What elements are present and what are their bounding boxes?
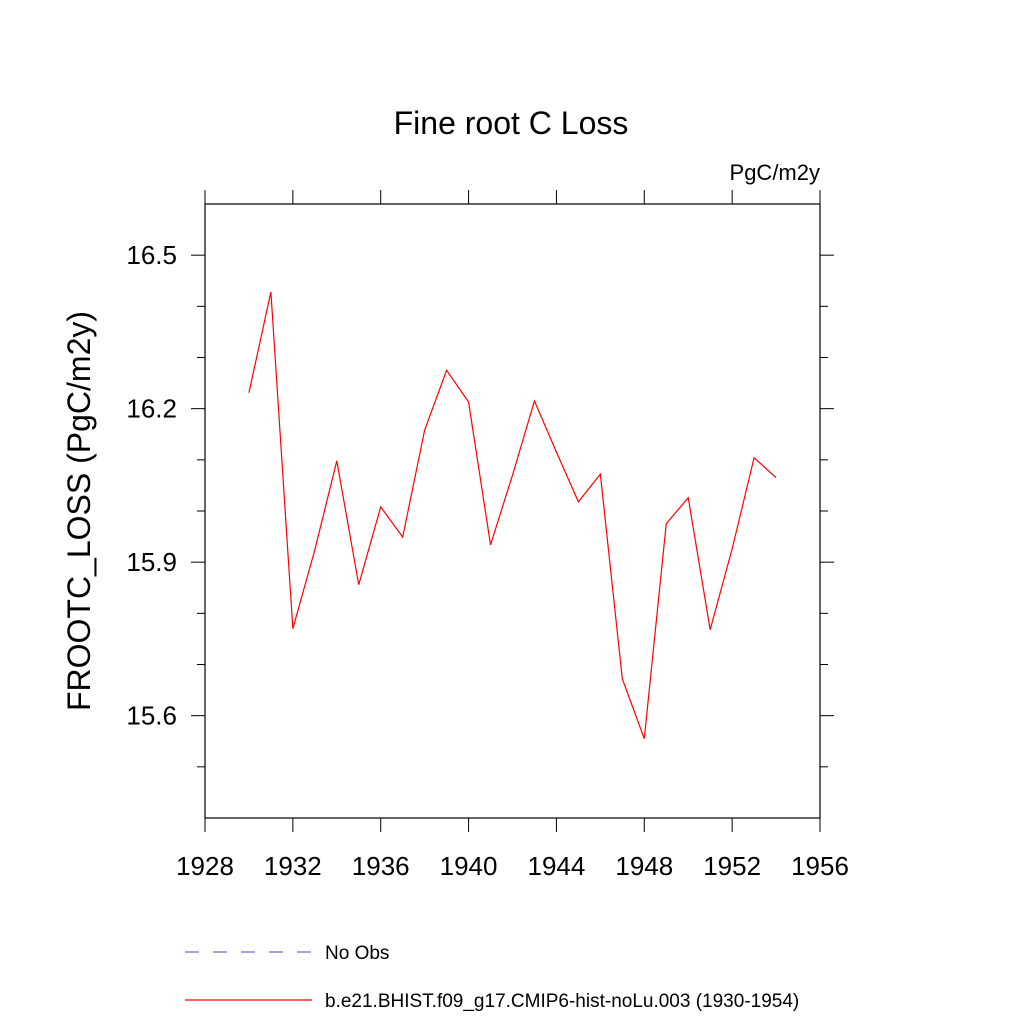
- plot-frame: [204, 203, 821, 819]
- series-line: [248, 291, 777, 739]
- x-tick-label: 1940: [440, 851, 498, 881]
- x-tick-label: 1956: [791, 851, 849, 881]
- x-tick-label: 1952: [703, 851, 761, 881]
- units-label: PgC/m2y: [730, 160, 820, 185]
- y-axis-label: FROOTC_LOSS (PgC/m2y): [61, 311, 97, 711]
- legend-label: No Obs: [325, 943, 389, 964]
- y-tick-label: 15.6: [126, 701, 177, 731]
- x-tick-label: 1936: [352, 851, 410, 881]
- chart-title: Fine root C Loss: [394, 105, 629, 141]
- y-tick-label: 16.5: [126, 240, 177, 270]
- x-tick-label: 1932: [264, 851, 322, 881]
- x-tick-label: 1944: [528, 851, 586, 881]
- y-tick-label: 16.2: [126, 394, 177, 424]
- legend-label: b.e21.BHIST.f09_g17.CMIP6-hist-noLu.003 …: [325, 991, 799, 1012]
- x-tick-label: 1928: [176, 851, 234, 881]
- y-tick-label: 15.9: [126, 547, 177, 577]
- x-tick-label: 1948: [615, 851, 673, 881]
